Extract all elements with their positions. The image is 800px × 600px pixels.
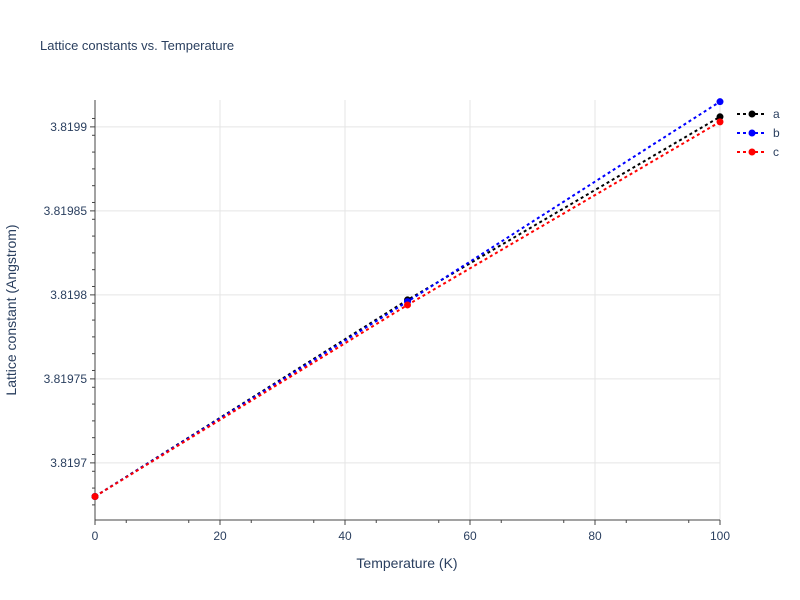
series-c bbox=[91, 118, 724, 500]
x-tick-label: 80 bbox=[588, 529, 602, 543]
y-tick-label: 3.8197 bbox=[50, 456, 87, 470]
y-axis-title: Lattice constant (Angstrom) bbox=[3, 224, 19, 395]
x-axis-title: Temperature (K) bbox=[356, 555, 457, 571]
series-line-c bbox=[94, 120, 721, 498]
legend-item-b[interactable]: b bbox=[737, 126, 780, 140]
axes: 0 20 40 60 80 100 3.8197 3.81975 3.8198 3.81985 3.… bbox=[44, 100, 730, 543]
legend-swatch-marker bbox=[748, 129, 756, 137]
legend-swatch-marker bbox=[748, 110, 756, 118]
data-point-c bbox=[716, 118, 724, 126]
data-point-a bbox=[716, 113, 724, 121]
legend-swatch-marker bbox=[748, 148, 756, 156]
legend-item-c[interactable]: c bbox=[737, 145, 779, 159]
chart-title: Lattice constants vs. Temperature bbox=[40, 38, 234, 53]
data-point-c bbox=[404, 301, 411, 309]
y-tick-label: 3.81985 bbox=[44, 204, 88, 218]
legend[interactable]: abc bbox=[737, 107, 780, 159]
y-tick-label: 3.8198 bbox=[50, 288, 87, 302]
legend-item-a[interactable]: a bbox=[737, 107, 780, 121]
x-tick-label: 60 bbox=[463, 529, 477, 543]
grid bbox=[95, 100, 721, 520]
series-layer bbox=[91, 98, 724, 500]
x-tick-label: 0 bbox=[92, 529, 99, 543]
series-b bbox=[91, 98, 724, 500]
legend-label: a bbox=[773, 107, 780, 121]
data-point-c bbox=[91, 492, 99, 500]
legend-label: b bbox=[773, 126, 780, 140]
legend-label: c bbox=[773, 145, 779, 159]
y-tick-label: 3.8199 bbox=[50, 120, 87, 134]
x-tick-label: 20 bbox=[213, 529, 227, 543]
x-tick-label: 40 bbox=[338, 529, 352, 543]
x-tick-label: 100 bbox=[710, 529, 730, 543]
data-point-b bbox=[716, 98, 724, 106]
y-tick-label: 3.81975 bbox=[44, 372, 88, 386]
